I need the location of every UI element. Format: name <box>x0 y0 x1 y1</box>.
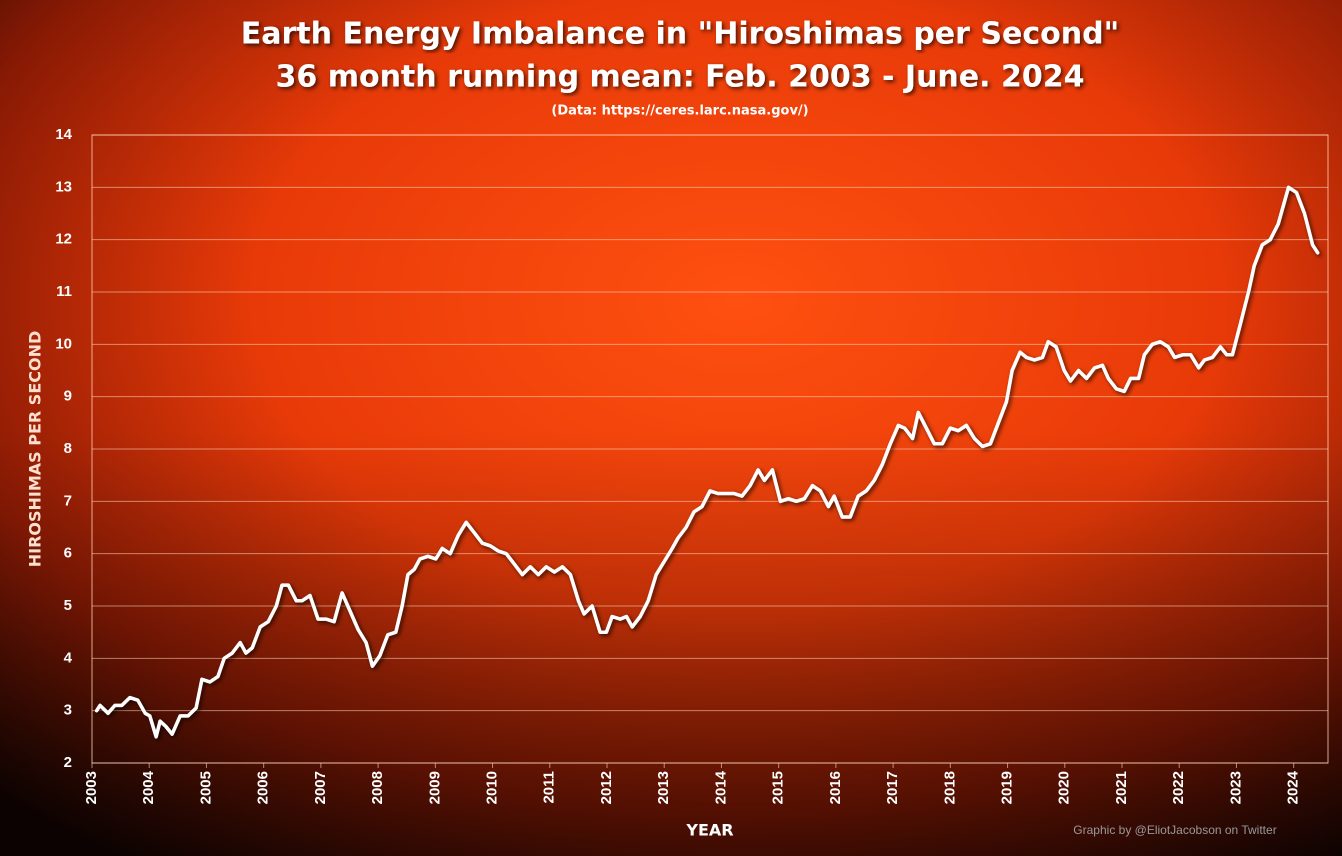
x-tick-label: 2021 <box>1113 771 1130 804</box>
x-tick-label: 2007 <box>312 771 329 804</box>
x-tick-label: 2020 <box>1056 771 1073 804</box>
x-tick-label: 2005 <box>197 771 214 804</box>
y-tick-label: 3 <box>64 702 72 719</box>
credit: Graphic by @EliotJacobson on Twitter <box>1073 823 1276 837</box>
x-tick-label: 2006 <box>255 771 272 804</box>
y-tick-label: 8 <box>64 440 72 457</box>
x-tick-label: 2022 <box>1170 771 1187 804</box>
y-tick-label: 2 <box>64 754 72 771</box>
x-tick-label: 2014 <box>712 770 729 804</box>
chart-title: Earth Energy Imbalance in "Hiroshimas pe… <box>241 17 1119 52</box>
x-tick-label: 2023 <box>1227 771 1244 804</box>
y-tick-label: 14 <box>55 126 72 143</box>
x-tick-label: 2003 <box>83 771 100 804</box>
x-tick-label: 2004 <box>140 770 157 804</box>
x-tick-label: 2013 <box>655 771 672 804</box>
y-tick-label: 12 <box>55 231 72 248</box>
y-tick-label: 11 <box>56 283 72 300</box>
x-tick-label: 2019 <box>999 771 1016 804</box>
y-tick-label: 4 <box>64 649 73 666</box>
y-tick-label: 10 <box>55 335 72 352</box>
x-tick-label: 2010 <box>484 771 501 804</box>
y-tick-label: 7 <box>64 492 72 509</box>
x-tick-label: 2018 <box>941 771 958 804</box>
x-tick-label: 2024 <box>1285 770 1302 804</box>
x-tick-label: 2008 <box>369 771 386 804</box>
y-tick-label: 6 <box>64 545 72 562</box>
x-tick-label: 2011 <box>541 771 558 804</box>
x-tick-label: 2017 <box>884 771 901 804</box>
x-axis-label: YEAR <box>685 821 733 840</box>
y-tick-label: 9 <box>64 388 72 405</box>
x-tick-label: 2016 <box>827 771 844 804</box>
x-tick-label: 2009 <box>426 771 443 804</box>
y-tick-label: 13 <box>55 178 72 195</box>
data-line <box>94 185 1320 739</box>
y-tick-label: 5 <box>64 597 72 614</box>
data-source: (Data: https://ceres.larc.nasa.gov/) <box>551 104 808 119</box>
x-tick-label: 2012 <box>598 771 615 804</box>
chart-subtitle: 36 month running mean: Feb. 2003 - June.… <box>276 60 1085 95</box>
y-axis-label: HIROSHIMAS PER SECOND <box>26 331 45 568</box>
x-tick-label: 2015 <box>770 771 787 804</box>
